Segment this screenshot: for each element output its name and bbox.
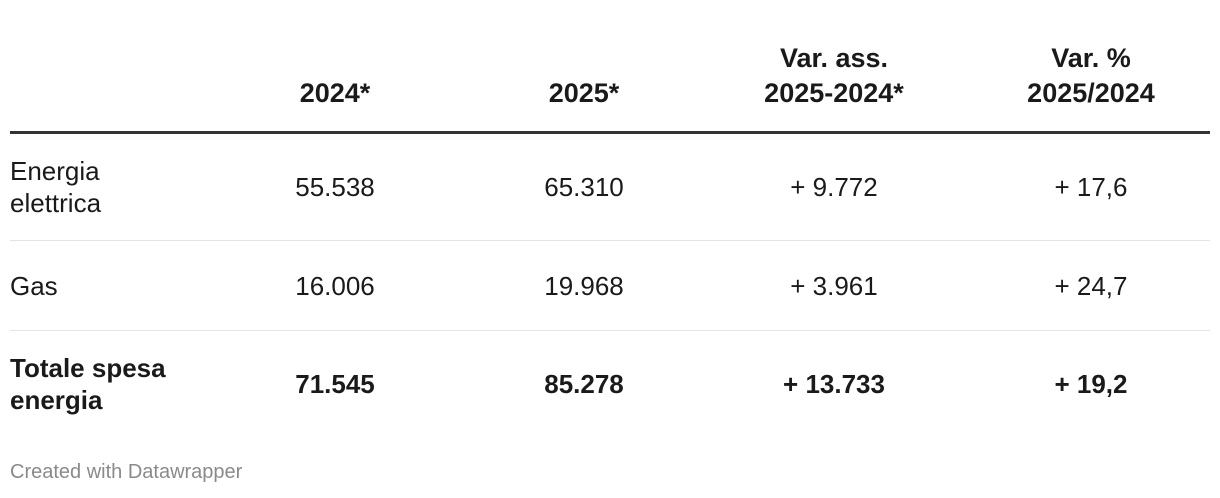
cell-var-abs: + 3.961 [790, 270, 878, 301]
header-var-pct-line2: 2025/2024 [1027, 78, 1155, 108]
cell-2025: 19.968 [544, 270, 624, 301]
datawrapper-credit: Created with Datawrapper [10, 461, 243, 483]
cell-var-pct: + 19,2 [1054, 369, 1128, 399]
cell-var-pct: + 24,7 [1054, 270, 1128, 301]
row-label: Totale spesa energia [10, 352, 198, 416]
cell-2024: 55.538 [295, 172, 375, 202]
cell-2024: 71.545 [295, 369, 375, 399]
cell-2025: 65.310 [544, 172, 624, 202]
header-cell-var-abs: Var. ass. 2025-2024* [696, 41, 972, 111]
row-label-line1: Gas [10, 270, 58, 301]
row-label-line1: Energia [10, 156, 100, 186]
table-row-energia-elettrica: Energia elettrica 55.538 65.310 + 9.772 … [10, 134, 1210, 241]
cell-var-abs: + 9.772 [790, 172, 878, 202]
header-cell-2025: 2025* [548, 78, 620, 108]
row-label-line1: Totale spesa [10, 353, 166, 383]
row-label: Energia elettrica [10, 155, 198, 219]
row-label: Gas [10, 270, 198, 302]
table-row-gas: Gas 16.006 19.968 + 3.961 + 24,7 [10, 241, 1210, 331]
row-label-line2: energia [10, 385, 103, 415]
cell-2025: 85.278 [544, 369, 624, 399]
cell-var-abs: + 13.733 [783, 369, 885, 399]
header-cell-var-pct: Var. % 2025/2024 [972, 41, 1210, 111]
header-cell-2024: 2024* [299, 78, 371, 108]
header-var-abs-line1: Var. ass. [779, 43, 889, 73]
table-header-row: 2024* 2025* Var. ass. 2025-2024* Var. % … [10, 0, 1210, 134]
cell-var-pct: + 17,6 [1054, 172, 1128, 202]
header-var-abs-line2: 2025-2024* [764, 78, 904, 108]
row-label-line2: elettrica [10, 188, 102, 218]
header-var-pct-line1: Var. % [1051, 43, 1131, 73]
cell-2024: 16.006 [295, 270, 375, 301]
table-row-totale: Totale spesa energia 71.545 85.278 + 13.… [10, 331, 1210, 437]
data-table: 2024* 2025* Var. ass. 2025-2024* Var. % … [10, 0, 1210, 437]
